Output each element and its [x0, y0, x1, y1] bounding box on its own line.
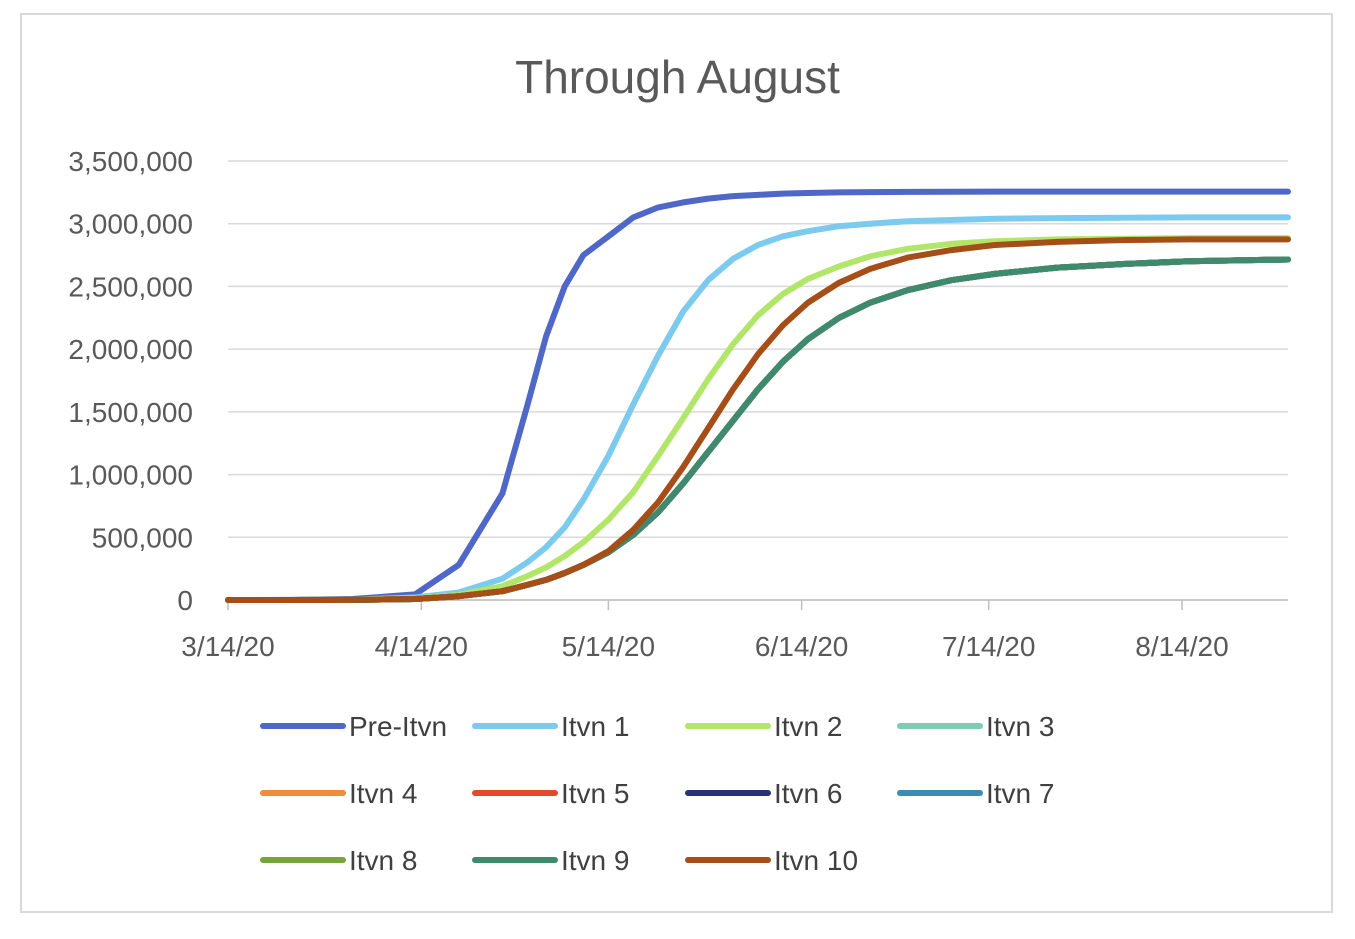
y-tick-label: 500,000 — [92, 522, 193, 553]
legend-label: Itvn 4 — [349, 778, 417, 809]
chart-title: Through August — [515, 51, 840, 103]
legend-label: Itvn 3 — [986, 711, 1054, 742]
series-line-itvn-7 — [225, 256, 1291, 603]
x-tick-label: 4/14/20 — [375, 631, 468, 662]
y-tick-label: 0 — [177, 585, 193, 616]
x-tick-label: 6/14/20 — [755, 631, 848, 662]
legend-label: Itvn 10 — [774, 845, 858, 876]
y-tick-label: 1,000,000 — [68, 460, 193, 491]
legend-label: Itvn 1 — [561, 711, 629, 742]
series-line-itvn-4 — [225, 256, 1291, 603]
series-line-itvn-3 — [225, 256, 1291, 603]
gridlines — [228, 160, 1288, 601]
legend-label: Itvn 5 — [561, 778, 629, 809]
series-line-itvn-5 — [225, 256, 1291, 603]
x-tick-label: 3/14/20 — [181, 631, 274, 662]
legend-label: Itvn 2 — [774, 711, 842, 742]
chart-frame — [20, 13, 1333, 913]
y-tick-label: 3,000,000 — [68, 209, 193, 240]
legend-label: Itvn 9 — [561, 845, 629, 876]
x-tick-label: 7/14/20 — [942, 631, 1035, 662]
legend-label: Itvn 8 — [349, 845, 417, 876]
y-axis-tick-labels: 0 500,000 1,000,000 1,500,000 2,000,000 2,500… — [68, 146, 193, 616]
y-tick-label: 3,500,000 — [68, 146, 193, 177]
series-line-itvn-8 — [225, 256, 1291, 603]
y-tick-label: 2,000,000 — [68, 334, 193, 365]
series-line-pre-itvn — [225, 188, 1291, 603]
series-line-itvn-6 — [225, 256, 1291, 603]
series-line-itvn-2 — [225, 235, 1291, 603]
x-tick-label: 8/14/20 — [1135, 631, 1228, 662]
series-lines — [225, 188, 1291, 603]
legend-label: Pre-Itvn — [349, 711, 447, 742]
legend-label: Itvn 6 — [774, 778, 842, 809]
series-line-itvn-9 — [225, 256, 1291, 603]
x-axis: 3/14/20 4/14/20 5/14/20 6/14/20 7/14/20 8/14/… — [181, 599, 1288, 662]
legend: Pre-Itvn Itvn 1 Itvn 2 Itvn 3 Itvn 4 Itvn 5 It… — [260, 711, 1054, 876]
y-tick-label: 1,500,000 — [68, 397, 193, 428]
x-tick-label: 5/14/20 — [562, 631, 655, 662]
y-tick-label: 2,500,000 — [68, 271, 193, 302]
series-line-itvn-10 — [225, 236, 1291, 603]
series-line-itvn-1 — [225, 214, 1291, 603]
legend-label: Itvn 7 — [986, 778, 1054, 809]
